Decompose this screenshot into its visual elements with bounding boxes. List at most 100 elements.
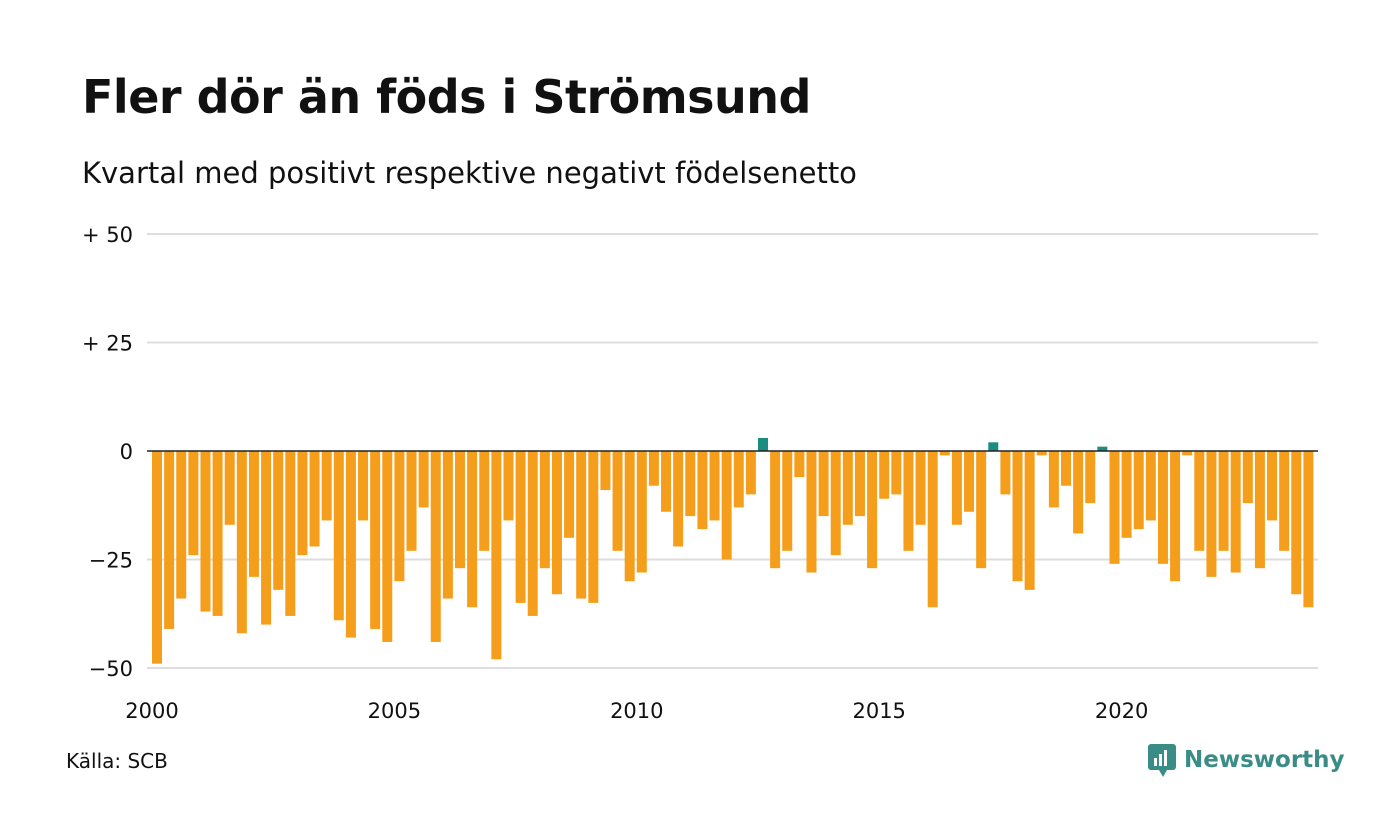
bar-chart-speech-bubble-icon <box>1148 744 1176 777</box>
bar <box>733 451 744 508</box>
bar <box>903 451 914 551</box>
bar <box>915 451 926 525</box>
bar <box>867 451 878 569</box>
bar <box>1303 451 1314 608</box>
bar <box>588 451 599 603</box>
bar <box>491 451 502 660</box>
bar <box>830 451 841 556</box>
x-axis-tick-labels: 2000 2005 2010 2015 2020 <box>125 699 1148 723</box>
bar <box>479 451 490 551</box>
bar <box>818 451 829 517</box>
bar <box>297 451 308 556</box>
bar <box>333 451 344 621</box>
bar <box>1291 451 1302 595</box>
bar <box>939 451 950 456</box>
bar <box>624 451 635 582</box>
bar <box>345 451 356 638</box>
y-axis-tick-labels: + 50 + 25 0 −25 −50 <box>82 223 133 681</box>
bar <box>721 451 732 560</box>
bar <box>964 451 975 512</box>
bar <box>673 451 684 547</box>
gridlines <box>147 233 1318 669</box>
bar <box>1061 451 1071 486</box>
bar <box>600 451 611 491</box>
bar <box>406 451 417 551</box>
bar <box>770 451 781 569</box>
bar <box>1048 451 1059 508</box>
bar <box>248 451 259 577</box>
bar <box>1121 451 1132 538</box>
bar <box>1145 451 1156 521</box>
bar <box>1194 451 1205 551</box>
bar <box>382 451 393 642</box>
bar <box>782 451 793 551</box>
bar <box>1206 451 1217 577</box>
bar <box>539 451 550 569</box>
bar <box>1267 451 1278 521</box>
chart-subtitle: Kvartal med positivt respektive negativt… <box>82 156 857 190</box>
bar <box>612 451 623 551</box>
y-tick-label: −50 <box>89 657 133 681</box>
bar <box>794 451 805 478</box>
bar <box>551 451 562 595</box>
bar <box>164 451 175 629</box>
bar <box>418 451 429 508</box>
bar <box>236 451 247 634</box>
bar <box>321 451 332 521</box>
source-note: Källa: SCB <box>66 749 168 773</box>
x-tick-label: 2015 <box>852 699 905 723</box>
bar <box>503 451 514 521</box>
bar <box>636 451 647 573</box>
chart-title: Fler dör än föds i Strömsund <box>82 70 812 124</box>
bar <box>430 451 441 642</box>
brand-logo: Newsworthy <box>1148 742 1345 778</box>
bar <box>1230 451 1241 573</box>
bar <box>697 451 708 530</box>
brand-name: Newsworthy <box>1184 747 1345 773</box>
bar <box>1036 451 1047 456</box>
bar <box>1254 451 1265 569</box>
bar <box>1097 446 1108 451</box>
x-tick-label: 2010 <box>610 699 663 723</box>
bar <box>370 451 381 629</box>
bar <box>988 442 999 451</box>
bar <box>842 451 853 525</box>
bar <box>224 451 235 525</box>
bar <box>576 451 587 599</box>
bar <box>152 451 162 664</box>
y-tick-label: −25 <box>89 549 133 573</box>
x-tick-label: 2000 <box>125 699 178 723</box>
bar <box>927 451 938 608</box>
y-tick-label: + 50 <box>82 223 133 247</box>
bar <box>261 451 272 625</box>
bar <box>648 451 659 486</box>
bar <box>176 451 187 599</box>
bar <box>358 451 369 521</box>
bar <box>1012 451 1023 582</box>
bar <box>951 451 962 525</box>
bar <box>1024 451 1035 590</box>
bar <box>1218 451 1229 551</box>
bar <box>1000 451 1011 495</box>
y-tick-label: 0 <box>120 440 133 464</box>
bar <box>976 451 987 569</box>
bar <box>745 451 756 495</box>
bar <box>527 451 538 616</box>
y-tick-label: + 25 <box>82 332 133 356</box>
bar <box>1170 451 1181 582</box>
bar <box>891 451 902 495</box>
bar <box>309 451 320 547</box>
bar <box>1242 451 1253 504</box>
bar <box>1133 451 1144 530</box>
bar <box>188 451 199 556</box>
bar <box>685 451 696 517</box>
bar <box>879 451 890 499</box>
bar <box>285 451 296 616</box>
bar <box>273 451 284 590</box>
bar <box>1157 451 1168 564</box>
bar <box>455 451 465 569</box>
bar <box>467 451 478 608</box>
bar <box>442 451 453 599</box>
bar <box>394 451 405 582</box>
